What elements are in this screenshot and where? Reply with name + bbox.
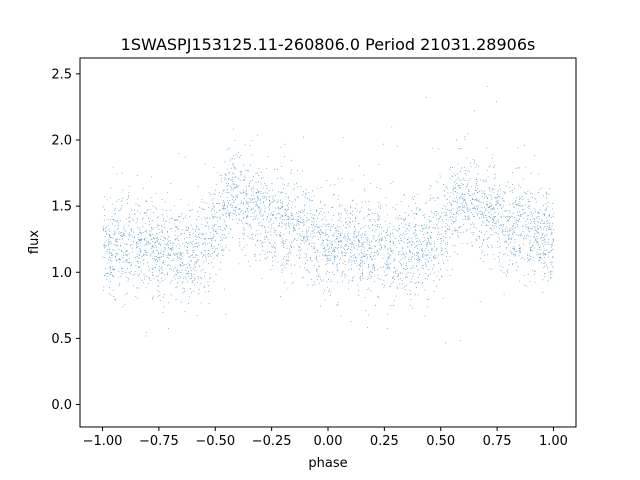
x-tick-label: 0.75 <box>483 434 512 449</box>
x-tick-label: −1.00 <box>83 434 123 449</box>
plot-area-frame <box>79 57 577 428</box>
x-tick-label: 1.00 <box>539 434 568 449</box>
y-tick-label: 1.0 <box>51 266 72 281</box>
x-tick-label: 0.00 <box>314 434 343 449</box>
x-tick-label: −0.25 <box>252 434 292 449</box>
scatter-points <box>102 86 555 344</box>
data-point-cloud <box>102 86 555 344</box>
x-tick-label: −0.50 <box>195 434 235 449</box>
x-axis-ticks: −1.00 −0.75 −0.50 −0.25 0.00 0.25 0.50 0.75 1.00 <box>83 427 568 449</box>
x-tick-label: −0.75 <box>139 434 179 449</box>
y-tick-label: 2.5 <box>51 67 72 82</box>
y-axis-ticks: 0.0 0.5 1.0 1.5 2.0 2.5 <box>51 67 80 413</box>
y-tick-label: 1.5 <box>51 200 72 215</box>
y-axis-label: flux <box>27 230 42 254</box>
x-tick-label: 0.25 <box>370 434 399 449</box>
y-tick-label: 0.5 <box>51 332 72 347</box>
y-tick-label: 2.0 <box>51 134 72 149</box>
y-tick-label: 0.0 <box>51 398 72 413</box>
x-tick-label: 0.50 <box>426 434 455 449</box>
chart-title: 1SWASPJ153125.11-260806.0 Period 21031.2… <box>121 35 536 54</box>
x-axis-label: phase <box>308 456 347 471</box>
